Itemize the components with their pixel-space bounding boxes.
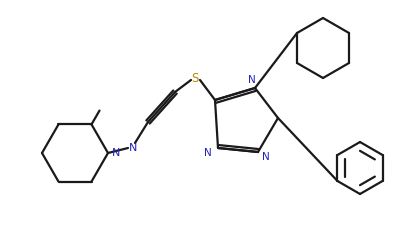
Text: N: N	[112, 148, 120, 158]
Text: N: N	[262, 152, 270, 162]
Text: N: N	[204, 148, 212, 158]
Text: S: S	[191, 71, 199, 85]
Text: N: N	[129, 143, 137, 153]
Text: N: N	[248, 75, 256, 85]
